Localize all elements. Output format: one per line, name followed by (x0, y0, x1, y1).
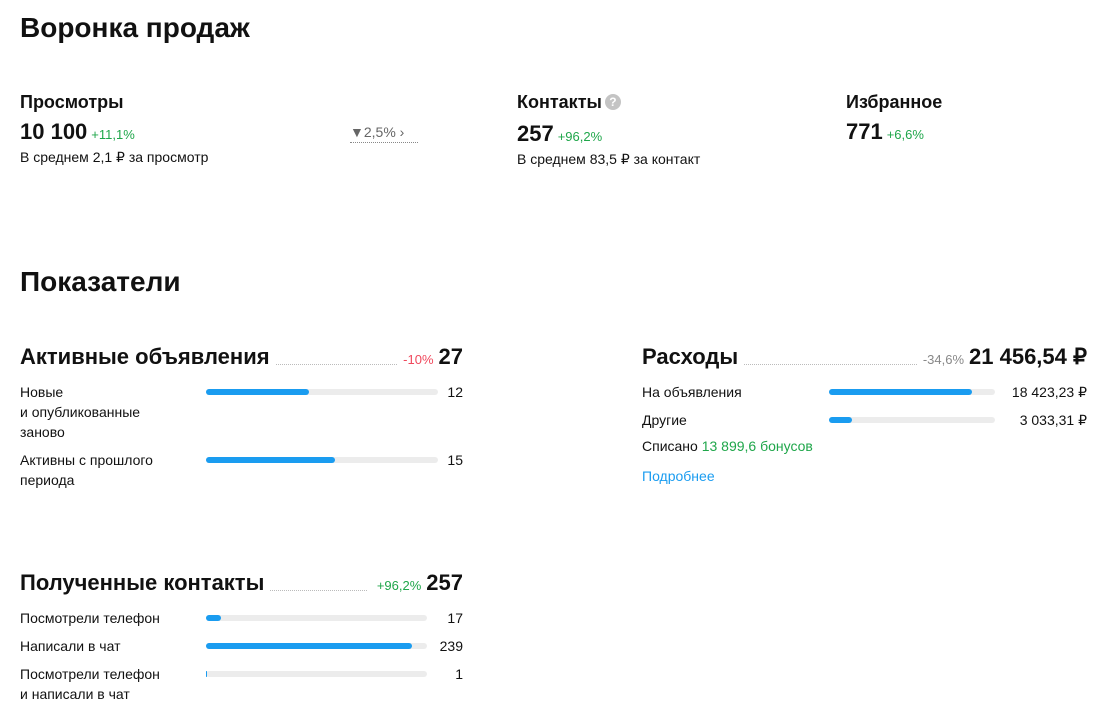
row-label: Активны с прошлого периода (20, 452, 153, 488)
section-total: 27 (438, 344, 463, 369)
active-ads: Активные объявления -10% 27 Новые и опубли… (20, 344, 463, 498)
bar-fill (206, 389, 310, 395)
bar-fill (206, 643, 412, 649)
row-value: 12 (447, 384, 463, 400)
expenses: Расходы -34,6% 21 456,54 ₽ На объявления 18… (642, 344, 1087, 484)
conversion[interactable]: ▼2,5% › (350, 124, 418, 143)
section-change: -10% (403, 352, 434, 367)
rows: На объявления 18 423,23 ₽ Другие 3 033,31 ₽ (642, 382, 1087, 430)
row-value: 3 033,31 ₽ (1019, 412, 1087, 428)
row-value: 17 (447, 610, 463, 626)
bar-track (829, 417, 995, 423)
written-off-label: Списано (642, 438, 698, 454)
metric-value: 771 (846, 119, 883, 144)
bar-track (206, 389, 438, 395)
row-label: Посмотрели телефон (20, 610, 160, 626)
row-label: На объявления (642, 384, 742, 400)
bar-row: На объявления 18 423,23 ₽ (642, 382, 1087, 402)
section-total: 257 (426, 570, 463, 595)
metric-note: В среднем 2,1 ₽ за просмотр (20, 149, 209, 165)
metric-change: +96,2% (557, 129, 603, 144)
contacts: Полученные контакты +96,2% 257 Посмотрели … (20, 570, 463, 712)
row-value: 15 (447, 452, 463, 468)
metric: Просмотры 10 100 +11,1% В среднем 2,1 ₽ з… (20, 92, 208, 166)
bar-row: Посмотрели телефон 17 (20, 608, 463, 628)
help-icon[interactable]: ? (604, 94, 621, 110)
indicators-title: Показатели (20, 266, 181, 297)
row-label: Посмотрели телефон и написали в чат (20, 666, 160, 702)
row-label: Другие (642, 412, 687, 428)
rows: Посмотрели телефон 17 Написали в чат 239 Пос… (20, 608, 463, 704)
metric-label: Контакты (517, 92, 602, 112)
row-value: 239 (439, 638, 463, 654)
metric-label: Просмотры (20, 92, 124, 112)
section-total: 21 456,54 ₽ (969, 344, 1087, 369)
bar-fill (206, 457, 335, 463)
details-link[interactable]: Подробнее (642, 468, 715, 484)
bar-track (206, 457, 438, 463)
metric-label: Избранное (846, 92, 943, 112)
section-change: -34,6% (922, 352, 965, 367)
metric-change: +6,6% (886, 127, 924, 142)
section-title: Полученные контакты (20, 570, 265, 595)
funnel-title: Воронка продаж (20, 12, 250, 43)
bar-track (829, 389, 995, 395)
bar-row: Другие 3 033,31 ₽ (642, 410, 1087, 430)
bar-track (206, 643, 427, 649)
metric: Контакты? 257 +96,2% В среднем 83,5 ₽ за … (517, 92, 700, 168)
bar-row: Новые и опубликованные заново 12 (20, 382, 463, 442)
section-title: Расходы (642, 344, 739, 369)
metric-note: В среднем 83,5 ₽ за контакт (517, 151, 701, 167)
bar-row: Активны с прошлого периода 15 (20, 450, 463, 490)
row-value: 1 (455, 666, 463, 682)
bar-row: Посмотрели телефон и написали в чат 1 (20, 664, 463, 704)
section-title: Активные объявления (20, 344, 270, 369)
metric-change: +11,1% (91, 127, 135, 142)
bar-fill (829, 417, 853, 423)
bar-fill (206, 615, 221, 621)
bar-track (206, 671, 427, 677)
metric-value: 257 (517, 121, 554, 146)
metric: Избранное 771 +6,6% (846, 92, 942, 145)
rows: Новые и опубликованные заново 12 Активны с… (20, 382, 463, 490)
conversion-value: 2,5% (363, 124, 396, 140)
row-label: Написали в чат (20, 638, 121, 654)
bar-fill (206, 671, 207, 677)
row-value: 18 423,23 ₽ (1011, 384, 1087, 400)
section-change: +96,2% (376, 578, 422, 593)
bar-fill (829, 389, 972, 395)
bar-row: Написали в чат 239 (20, 636, 463, 656)
written-off-amount: 13 899,6 бонусов (701, 438, 813, 454)
bar-track (206, 615, 427, 621)
metric-value: 10 100 (20, 119, 88, 144)
row-label: Новые и опубликованные заново (20, 384, 141, 440)
